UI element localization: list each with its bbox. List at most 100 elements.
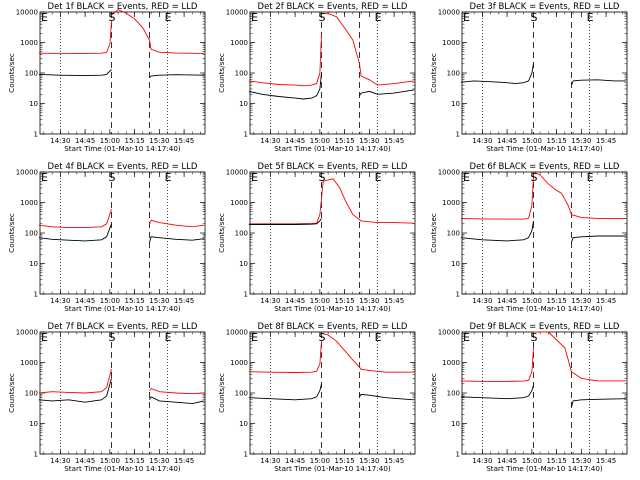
y-axis-label: Counts/sec	[217, 53, 226, 93]
panel-6: Det 6f BLACK = Events, RED = LLD 1 10 100 10…	[429, 162, 628, 313]
x-tick-label: 15:45	[174, 137, 194, 145]
x-axis-label: Start Time (01-Mar-10 14:17:40)	[486, 144, 603, 153]
y-tick-label: 100	[447, 390, 460, 398]
x-axis-label: Start Time (01-Mar-10 14:17:40)	[274, 304, 391, 313]
y-axis-label: Counts/sec	[7, 53, 16, 93]
lld-series-line	[38, 209, 112, 229]
marker-e: E	[587, 11, 594, 24]
panel-4: Det 4f BLACK = Events, RED = LLD 1 10 100 10…	[7, 162, 206, 313]
x-tick-label: 14:30	[472, 137, 492, 145]
marker-s: S	[319, 331, 326, 344]
marker-e: E	[463, 11, 470, 24]
y-tick-label: 100	[235, 230, 248, 238]
y-tick-label: 1	[244, 451, 248, 459]
x-tick-label: 14:45	[285, 297, 305, 305]
x-tick-label: 15:30	[359, 137, 379, 145]
x-tick-label: 15:15	[125, 137, 145, 145]
x-tick-label: 14:30	[472, 457, 492, 465]
panel-3: Det 3f BLACK = Events, RED = LLD 1 10 100 10…	[429, 2, 628, 153]
panel-title: Det 4f BLACK = Events, RED = LLD	[48, 162, 198, 172]
lld-series-line	[321, 332, 414, 373]
events-series-line	[359, 89, 414, 96]
events-series-line	[460, 220, 534, 242]
x-tick-label: 15:45	[596, 457, 616, 465]
x-tick-label: 15:15	[335, 297, 355, 305]
events-series-line	[149, 396, 205, 405]
x-tick-label: 14:45	[497, 137, 517, 145]
y-tick-label: 10000	[16, 9, 38, 17]
x-tick-label: 15:15	[547, 297, 567, 305]
marker-e: E	[251, 331, 258, 344]
events-series-line	[248, 218, 322, 225]
lld-series-line	[111, 9, 204, 54]
marker-s: S	[531, 171, 538, 184]
x-axis-label: Start Time (01-Mar-10 14:17:40)	[274, 464, 391, 473]
x-axis-label: Start Time (01-Mar-10 14:17:40)	[64, 144, 181, 153]
x-tick-label: 14:30	[50, 137, 70, 145]
y-tick-label: 10	[29, 100, 38, 108]
y-tick-label: 10	[239, 100, 248, 108]
y-tick-label: 10	[29, 420, 38, 428]
lld-series-line	[38, 369, 112, 394]
x-tick-label: 15:00	[100, 137, 120, 145]
events-series-line	[359, 393, 414, 401]
lld-series-line	[149, 387, 204, 395]
events-series-line	[460, 63, 534, 85]
panel-title: Det 1f BLACK = Events, RED = LLD	[48, 2, 198, 12]
marker-s: S	[109, 331, 116, 344]
events-series-line	[38, 223, 112, 242]
y-tick-label: 1000	[442, 199, 460, 207]
x-tick-label: 15:00	[310, 137, 330, 145]
x-tick-label: 14:30	[50, 297, 70, 305]
y-tick-label: 100	[235, 390, 248, 398]
y-tick-label: 1	[34, 291, 38, 299]
x-tick-label: 14:30	[50, 457, 70, 465]
y-tick-label: 10000	[16, 169, 38, 177]
x-tick-label: 15:15	[125, 457, 145, 465]
y-tick-label: 100	[447, 70, 460, 78]
y-tick-label: 10	[451, 260, 460, 268]
x-tick-label: 15:00	[310, 457, 330, 465]
events-series-line	[38, 378, 112, 403]
panel-8: Det 8f BLACK = Events, RED = LLD 1 10 100 10…	[217, 322, 416, 473]
plot-frame	[249, 11, 416, 135]
y-tick-label: 100	[25, 390, 38, 398]
plot-frame	[461, 331, 628, 455]
events-series-line	[571, 398, 626, 408]
y-tick-label: 1000	[230, 39, 248, 47]
x-tick-label: 15:45	[596, 137, 616, 145]
marker-e: E	[375, 11, 382, 24]
events-series-line	[460, 385, 534, 400]
x-tick-label: 15:30	[149, 137, 169, 145]
lld-series-line	[533, 331, 626, 382]
y-tick-label: 1	[34, 451, 38, 459]
y-tick-label: 1000	[230, 199, 248, 207]
x-tick-label: 15:30	[571, 137, 591, 145]
y-tick-label: 1	[456, 131, 460, 139]
marker-e: E	[251, 171, 258, 184]
x-axis-label: Start Time (01-Mar-10 14:17:40)	[274, 144, 391, 153]
x-tick-label: 15:30	[359, 457, 379, 465]
y-tick-label: 1	[456, 451, 460, 459]
lld-series-line	[38, 21, 112, 55]
x-tick-label: 15:15	[547, 457, 567, 465]
y-tick-label: 10	[239, 420, 248, 428]
marker-e: E	[375, 171, 382, 184]
x-tick-label: 15:00	[522, 457, 542, 465]
x-tick-label: 15:00	[310, 297, 330, 305]
panel-9: Det 9f BLACK = Events, RED = LLD 1 10 100 10…	[429, 322, 628, 473]
marker-e: E	[587, 331, 594, 344]
x-tick-label: 14:30	[472, 297, 492, 305]
events-series-line	[248, 72, 322, 100]
y-axis-label: Counts/sec	[429, 373, 438, 413]
y-tick-label: 10000	[438, 169, 460, 177]
y-tick-label: 1000	[20, 199, 38, 207]
y-tick-label: 100	[25, 70, 38, 78]
lld-series-line	[248, 341, 322, 373]
panel-title: Det 6f BLACK = Events, RED = LLD	[470, 162, 620, 172]
x-tick-label: 14:45	[75, 457, 95, 465]
x-tick-label: 14:45	[285, 137, 305, 145]
y-axis-label: Counts/sec	[217, 213, 226, 253]
y-tick-label: 10000	[438, 9, 460, 17]
